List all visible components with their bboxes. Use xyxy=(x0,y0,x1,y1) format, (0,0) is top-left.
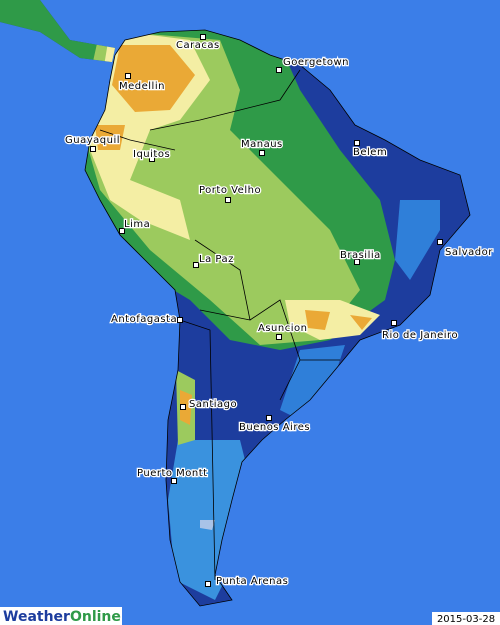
city-label: Porto Velho xyxy=(199,185,261,196)
city-label: Asuncion xyxy=(258,323,307,334)
city-marker xyxy=(437,239,443,245)
city-marker xyxy=(354,259,360,265)
city-label: Punta Arenas xyxy=(216,576,288,587)
city-label: Rio de Janeiro xyxy=(382,330,458,341)
city-label: Salvador xyxy=(445,247,493,258)
logo: WeatherOnline xyxy=(0,607,122,625)
city-marker xyxy=(193,262,199,268)
city-marker xyxy=(90,146,96,152)
city-marker xyxy=(225,197,231,203)
city-label: Buenos Aires xyxy=(239,422,310,433)
city-marker xyxy=(180,404,186,410)
city-label: Guayaquil xyxy=(65,135,120,146)
date: 2015-03-28 xyxy=(437,614,495,625)
city-label: Brasilia xyxy=(340,250,381,261)
city-label: Iquitos xyxy=(133,149,170,160)
borders xyxy=(84,29,471,607)
city-label: Puerto Montt xyxy=(137,468,208,479)
city-marker xyxy=(119,228,125,234)
city-marker xyxy=(149,156,155,162)
city-label: Medellin xyxy=(119,81,165,92)
city-marker xyxy=(266,415,272,421)
date-box xyxy=(432,612,500,625)
city-label: Caracas xyxy=(176,40,220,51)
city-label: Manaus xyxy=(241,139,283,150)
city-marker xyxy=(205,581,211,587)
logo-second: Online xyxy=(70,609,121,625)
city-label: Antofagasta xyxy=(111,314,177,325)
city-label: Goergetown xyxy=(283,57,349,68)
city-layer: Caracas Goergetown Medellin Manaus Belem Guay… xyxy=(64,34,494,588)
city-marker xyxy=(276,67,282,73)
city-marker xyxy=(354,140,360,146)
logo-first: Weather xyxy=(3,609,70,625)
city-marker xyxy=(391,320,397,326)
city-label: Santiago xyxy=(189,399,237,410)
city-marker xyxy=(276,334,282,340)
city-marker xyxy=(200,34,206,40)
city-label: Belem xyxy=(353,147,387,158)
city-marker xyxy=(259,150,265,156)
logo-text: WeatherOnline xyxy=(3,609,121,625)
city-marker xyxy=(125,73,131,79)
city-label: La Paz xyxy=(199,254,234,265)
city-label: Lima xyxy=(124,219,150,230)
city-marker xyxy=(177,317,183,323)
city-marker xyxy=(171,478,177,484)
